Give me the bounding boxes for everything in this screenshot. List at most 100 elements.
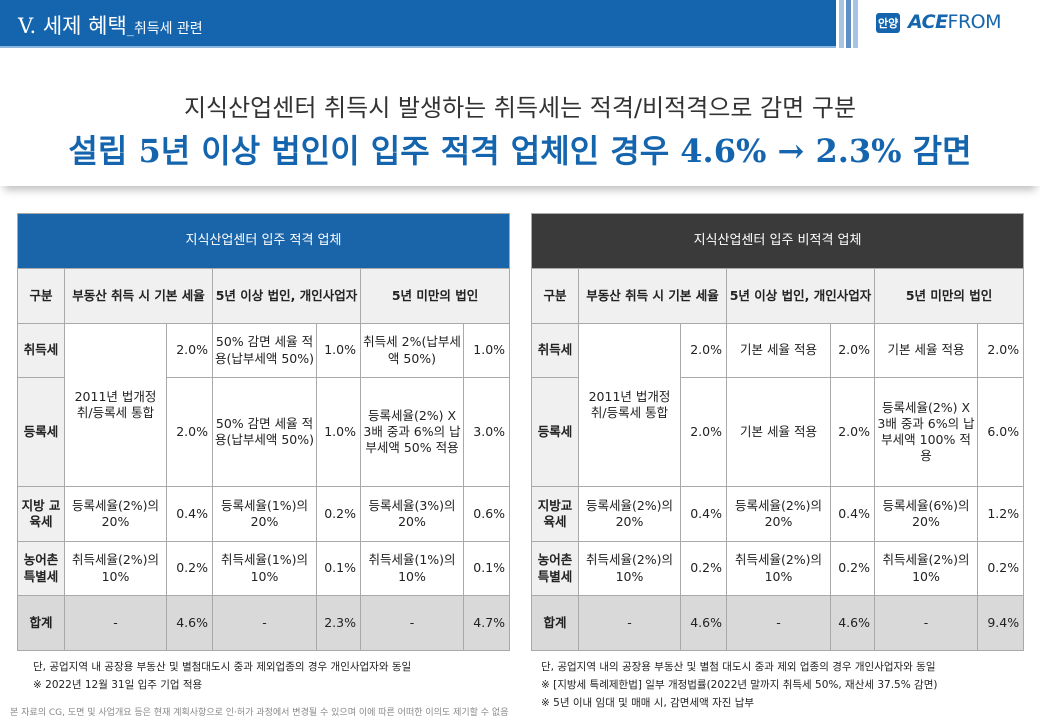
note-line: ※ 2022년 12월 31일 입주 기업 적용 <box>33 679 203 691</box>
row-label: 지방교육세 <box>531 486 579 542</box>
rate-desc: 등록세율(2%) X 3배 중과 6%의 납부세액 50% 적용 <box>360 377 464 487</box>
rate-desc: 기본 세율 적용 <box>726 323 831 378</box>
rate-value: 0.4% <box>680 486 727 542</box>
header-row: 구분 부동산 취득 시 기본 세율 5년 이상 법인, 개인사업자 5년 미만의 법인 <box>531 268 1025 324</box>
rate-desc: 기본 세율 적용 <box>726 377 831 487</box>
table-row: 합계 -4.6% -2.3% -4.7% <box>17 595 511 651</box>
row-label: 합계 <box>531 595 579 651</box>
rate-value: 0.2% <box>316 486 361 542</box>
rate-value: 4.6% <box>680 595 727 651</box>
rate-value: 0.2% <box>976 541 1025 596</box>
rate-desc: 취득세율(2%)의 10% <box>874 541 978 596</box>
rate-desc: 등록세율(6%)의 20% <box>874 486 978 542</box>
table-row: 농어촌 특별세 취득세율(2%)의 10% 0.2% 취득세율(1%)의 10% 0.1… <box>17 541 511 596</box>
rate-value: 0.1% <box>462 541 511 596</box>
rate-value: 2.0% <box>830 323 875 378</box>
note-line: 단, 공업지역 내 공장용 부동산 및 별첨대도시 중과 제외업종의 경우 개인… <box>33 661 412 673</box>
rate-value: 2.0% <box>976 323 1025 378</box>
logo: 안양 ACEFROM <box>870 0 1040 48</box>
rate-desc: - <box>726 595 831 651</box>
column-header: 5년 이상 법인, 개인사업자 <box>726 268 875 324</box>
rate-value: 3.0% <box>462 377 511 487</box>
column-header: 부동산 취득 시 기본 세율 <box>64 268 213 324</box>
rate-desc: 50% 감면 세율 적용(납부세액 50%) <box>212 377 317 487</box>
rate-desc: - <box>360 595 464 651</box>
table-row: 등록세 2.0% 50% 감면 세율 적용(납부세액 50%) 1.0% 등록세율(2%… <box>17 377 511 487</box>
table-row: 지방교육세 등록세율(2%)의 20% 0.4% 등록세율(2%)의 20% 0.4% 등… <box>531 486 1025 542</box>
rate-desc: 취득세율(2%)의 10% <box>64 541 167 596</box>
rate-desc: 취득세율(2%)의 10% <box>726 541 831 596</box>
rate-value: 2.0% <box>166 323 213 378</box>
column-header: 구분 <box>17 268 65 324</box>
rate-desc: - <box>874 595 978 651</box>
note-line: ※ 5년 이내 임대 및 매매 시, 감면세액 자진 납부 <box>541 697 755 709</box>
rate-desc: 50% 감면 세율 적용(납부세액 50%) <box>212 323 317 378</box>
headline-line2: 설립 5년 이상 법인이 입주 적격 업체인 경우 4.6% → 2.3% 감면 <box>68 132 972 170</box>
disclaimer: 본 자료의 CG, 도면 및 사업개요 등은 현재 계획사항으로 인·허가 과정… <box>10 708 509 718</box>
rate-desc: 등록세율(2%)의 20% <box>64 486 167 542</box>
table-caption: 지식산업센터 입주 비적격 업체 <box>530 213 1025 269</box>
notes-left: 단, 공업지역 내 공장용 부동산 및 별첨대도시 중과 제외업종의 경우 개인… <box>33 658 411 694</box>
section-title: V. 세제 혜택_취득세 관련 <box>18 10 203 40</box>
note-line: ※ [지방세 특례제한법] 일부 개정법률(2022년 말까지 취득세 50%,… <box>541 679 938 691</box>
note-line: 단, 공업지역 내의 공장용 부동산 및 별첨 대도시 중과 제외 업종의 경우… <box>541 661 936 673</box>
rate-value: 2.3% <box>316 595 361 651</box>
rate-value: 4.6% <box>830 595 875 651</box>
logo-brand: ACEFROM <box>908 11 1002 33</box>
rate-value: 0.4% <box>166 486 213 542</box>
rate-value: 1.2% <box>976 486 1025 542</box>
rate-desc: - <box>64 595 167 651</box>
rate-desc: 등록세율(2%)의 20% <box>726 486 831 542</box>
rate-desc: 등록세율(2%) X 3배 중과 6%의 납부세액 100% 적용 <box>874 377 978 487</box>
rate-value: 6.0% <box>976 377 1025 487</box>
rate-desc: 등록세율(2%)의 20% <box>578 486 681 542</box>
column-header: 5년 미만의 법인 <box>359 268 511 324</box>
rate-value: 1.0% <box>316 323 361 378</box>
ineligible-table: 지식산업센터 입주 비적격 업체 구분 부동산 취득 시 기본 세율 5년 이상 법인… <box>530 213 1025 651</box>
row-label: 합계 <box>17 595 65 651</box>
rate-value: 2.0% <box>830 377 875 487</box>
table-row: 등록세 2.0% 기본 세율 적용 2.0% 등록세율(2%) X 3배 중과 6%의 … <box>531 377 1025 487</box>
rate-value: 9.4% <box>976 595 1025 651</box>
rate-desc: 취득세율(2%)의 10% <box>578 541 681 596</box>
row-label: 취득세 <box>17 323 65 378</box>
rate-desc: 등록세율(3%)의 20% <box>360 486 464 542</box>
table-caption: 지식산업센터 입주 적격 업체 <box>16 213 511 269</box>
rate-desc: 기본 세율 적용 <box>874 323 978 378</box>
rate-value: 0.4% <box>830 486 875 542</box>
rate-desc: 등록세율(1%)의 20% <box>212 486 317 542</box>
headline-line1: 지식산업센터 취득시 발생하는 취득세는 적격/비적격으로 감면 구분 <box>183 94 857 122</box>
row-label: 등록세 <box>17 377 65 487</box>
row-label: 농어촌 특별세 <box>17 541 65 596</box>
eligible-table: 지식산업센터 입주 적격 업체 구분 부동산 취득 시 기본 세율 5년 이상 법인,… <box>16 213 511 651</box>
row-label: 농어촌 특별세 <box>531 541 579 596</box>
merged-note: 2011년 법개정 취/등록세 통합 <box>64 323 167 487</box>
rate-desc: - <box>578 595 681 651</box>
rate-value: 4.7% <box>462 595 511 651</box>
decorative-stripes <box>836 0 870 48</box>
column-header: 5년 이상 법인, 개인사업자 <box>212 268 361 324</box>
header-row: 구분 부동산 취득 시 기본 세율 5년 이상 법인, 개인사업자 5년 미만의 법인 <box>17 268 511 324</box>
rate-value: 2.0% <box>166 377 213 487</box>
row-label: 지방 교육세 <box>17 486 65 542</box>
rate-value: 0.2% <box>680 541 727 596</box>
rate-desc: 취득세율(1%)의 10% <box>360 541 464 596</box>
rate-value: 2.0% <box>680 377 727 487</box>
rate-value: 2.0% <box>680 323 727 378</box>
table-row: 농어촌 특별세 취득세율(2%)의 10% 0.2% 취득세율(2%)의 10% 0.2… <box>531 541 1025 596</box>
table-row: 합계 -4.6% -4.6% -9.4% <box>531 595 1025 651</box>
rate-value: 1.0% <box>462 323 511 378</box>
table-row: 지방 교육세 등록세율(2%)의 20% 0.4% 등록세율(1%)의 20% 0.2%… <box>17 486 511 542</box>
section-sub: _취득세 관련 <box>126 21 203 37</box>
column-header: 구분 <box>531 268 579 324</box>
notes-right: 단, 공업지역 내의 공장용 부동산 및 별첨 대도시 중과 제외 업종의 경우… <box>541 658 937 712</box>
rate-value: 0.1% <box>316 541 361 596</box>
rate-value: 0.6% <box>462 486 511 542</box>
column-header: 부동산 취득 시 기본 세율 <box>578 268 727 324</box>
row-label: 등록세 <box>531 377 579 487</box>
rate-value: 1.0% <box>316 377 361 487</box>
logo-badge: 안양 <box>876 13 901 33</box>
rate-desc: 취득세 2%(납부세액 50%) <box>360 323 464 378</box>
table-row: 취득세 2011년 법개정 취/등록세 통합 2.0% 50% 감면 세율 적용(납부… <box>17 323 511 487</box>
rate-desc: - <box>212 595 317 651</box>
